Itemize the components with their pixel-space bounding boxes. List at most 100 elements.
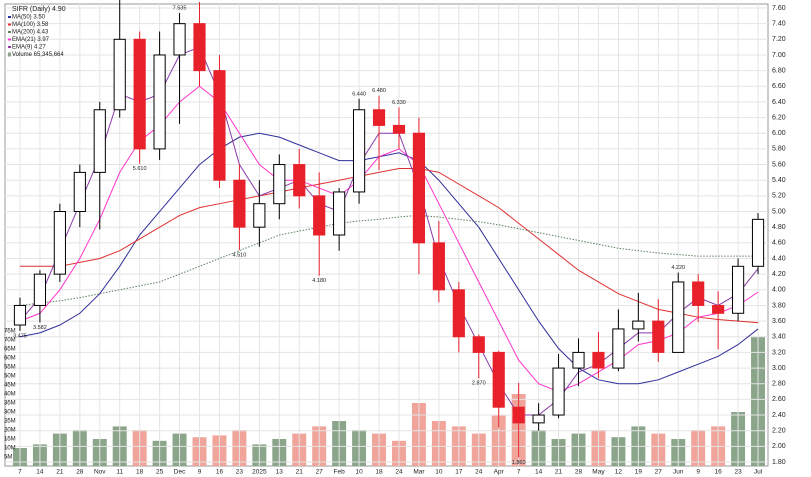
x-tick-label: Jul <box>754 469 763 476</box>
ma-line <box>19 132 759 385</box>
volume-tick-label: 30M <box>4 410 16 416</box>
candle-body <box>313 195 326 236</box>
legend-label: EMA(9) 4.27 <box>12 45 46 51</box>
price-annotation: 3.475 <box>13 333 27 339</box>
candle-body <box>93 109 106 173</box>
x-tick-label: 10 <box>435 469 443 476</box>
y-tick-label: 7.40 <box>772 20 786 27</box>
y-tick-label: 6.80 <box>772 67 786 74</box>
y-tick-label: 2.20 <box>772 428 786 435</box>
x-tick-label: 9 <box>696 469 700 476</box>
x-tick-label: 2025 <box>252 469 267 476</box>
x-tick-label: May <box>592 469 605 476</box>
y-tick-label: 4.80 <box>772 224 786 231</box>
candle-body <box>712 304 725 314</box>
x-tick-label: Jun <box>673 469 684 476</box>
candle-body <box>253 203 266 228</box>
x-tick-label: 18 <box>375 469 383 476</box>
x-tick-label: 7 <box>517 469 521 476</box>
candle-body <box>612 328 625 369</box>
plot-frame <box>4 3 769 467</box>
x-tick-label: 12 <box>615 469 623 476</box>
volume-tick-label: 15M <box>4 437 16 443</box>
x-tick-label: 27 <box>655 469 663 476</box>
candle-body <box>552 367 565 416</box>
y-tick-label: 2.80 <box>772 381 786 388</box>
y-tick-label: 1.80 <box>772 459 786 466</box>
legend-title: SIFR (Daily) 4.90 <box>12 6 66 13</box>
candle-body <box>412 132 426 244</box>
volume-tick-label: 25M <box>4 419 16 425</box>
x-tick-label: 21 <box>296 469 304 476</box>
candle-body <box>672 281 685 353</box>
ma-line <box>19 214 759 306</box>
candle-body <box>33 273 47 306</box>
volume-tick-label: 5M <box>4 455 12 461</box>
candle-body <box>592 351 605 369</box>
candle-body <box>372 109 386 126</box>
y-tick-label: 6.00 <box>772 130 786 137</box>
y-tick-label: 4.20 <box>772 271 786 278</box>
candle-body <box>213 70 226 181</box>
x-tick-label: Feb <box>334 469 346 476</box>
y-tick-label: 7.20 <box>772 36 786 43</box>
price-annotation: 4.180 <box>312 278 326 284</box>
y-tick-label: 3.80 <box>772 302 786 309</box>
candle-body <box>352 109 366 193</box>
x-tick-label: Apr <box>494 469 505 476</box>
y-tick-label: 4.60 <box>772 240 786 247</box>
x-tick-label: 28 <box>575 469 583 476</box>
volume-tick-label: 45M <box>4 383 16 389</box>
y-tick-label: 3.40 <box>772 334 786 341</box>
x-tick-label: Mar <box>413 469 425 476</box>
y-tick-label: 4.00 <box>772 287 786 294</box>
x-tick-label: 23 <box>734 469 742 476</box>
x-tick-label: 7 <box>18 469 22 476</box>
candle-body <box>293 164 306 197</box>
candle-body <box>193 23 206 72</box>
ma-line <box>19 167 759 324</box>
x-tick-label: 24 <box>475 469 483 476</box>
y-tick-label: 4.40 <box>772 255 786 262</box>
candle-body <box>632 320 645 330</box>
price-annotation: 7.535 <box>173 6 187 12</box>
candle-body <box>73 171 86 213</box>
candle-body <box>273 164 286 205</box>
candle-body <box>333 191 346 236</box>
legend-label: MA(50) 3.50 <box>12 15 46 21</box>
candle-body <box>572 351 585 369</box>
volume-tick-label: 50M <box>4 374 16 380</box>
volume-tick-label: 70M <box>4 338 16 344</box>
candles-layer <box>13 0 765 458</box>
volume-tick-label: 60M <box>4 356 16 362</box>
price-annotation: 1.860 <box>512 460 526 466</box>
volume-tick-label: 20M <box>4 428 16 434</box>
legend-label: Volume 65,345,664 <box>12 52 64 58</box>
x-tick-label: 19 <box>635 469 643 476</box>
legend-swatch <box>8 52 11 57</box>
price-annotation: 4.510 <box>233 252 247 258</box>
candle-body <box>472 336 485 353</box>
candle-body <box>13 304 27 326</box>
candle-body <box>432 242 445 291</box>
price-annotation: 2.870 <box>472 381 486 387</box>
legend-label: EMA(21) 3.97 <box>12 37 50 43</box>
volume-tick-label: 75M <box>4 329 16 335</box>
candle-body <box>173 23 186 56</box>
candle-body <box>532 414 545 424</box>
volume-tick-label: 65M <box>4 347 16 353</box>
y-tick-label: 6.20 <box>772 114 786 121</box>
x-tick-label: Nov <box>94 469 106 476</box>
price-annotation: 5.610 <box>133 166 147 172</box>
y-tick-label: 5.40 <box>772 177 786 184</box>
candle-body <box>233 179 246 228</box>
x-tick-label: 25 <box>156 469 164 476</box>
volume-tick-label: 10M <box>4 446 16 452</box>
labels-layer: 1.80 2.00 2.20 2.40 2.60 2.80 3.00 3.20 3.40 3.60… <box>4 0 786 476</box>
legend-label: MA(200) 4.43 <box>12 30 49 36</box>
candle-body <box>652 320 665 353</box>
candle-body <box>751 218 765 267</box>
y-tick-label: 3.20 <box>772 349 786 356</box>
candle-body <box>731 265 745 314</box>
